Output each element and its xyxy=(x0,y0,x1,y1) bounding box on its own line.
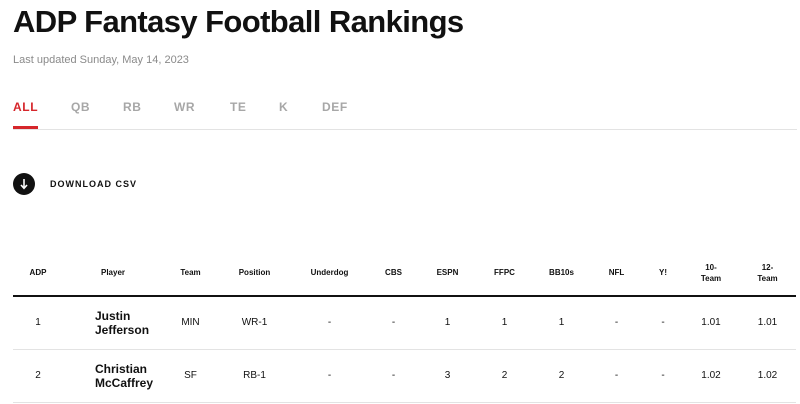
cell-12-team: 1.02 xyxy=(739,349,796,403)
cell-ffpc: 2 xyxy=(476,349,533,403)
cell-underdog: - xyxy=(291,349,368,403)
header-12-team-line2: Team xyxy=(757,273,778,283)
cell-nfl: - xyxy=(590,296,643,350)
download-csv-button[interactable]: DOWNLOAD CSV xyxy=(13,173,137,195)
header-underdog[interactable]: Underdog xyxy=(291,250,368,297)
cell-cbs: - xyxy=(368,349,419,403)
tab-qb[interactable]: QB xyxy=(71,100,91,114)
player-first-name: Justin xyxy=(95,308,131,323)
header-nfl[interactable]: NFL xyxy=(590,250,643,297)
tab-wr[interactable]: WR xyxy=(174,100,196,114)
cell-ffpc: 1 xyxy=(476,296,533,350)
header-bb10s[interactable]: BB10s xyxy=(533,250,590,297)
cell-yahoo: - xyxy=(643,349,683,403)
cell-position: WR-1 xyxy=(218,296,291,350)
tab-def[interactable]: DEF xyxy=(322,100,348,114)
page-title: ADP Fantasy Football Rankings xyxy=(13,4,464,39)
download-csv-label: DOWNLOAD CSV xyxy=(50,179,137,189)
header-adp[interactable]: ADP xyxy=(13,250,63,297)
tab-rb[interactable]: RB xyxy=(123,100,142,114)
header-cbs[interactable]: CBS xyxy=(368,250,419,297)
table-row: 2 Christian McCaffrey SF RB-1 - - 3 2 2 … xyxy=(13,349,796,403)
cell-cbs: - xyxy=(368,296,419,350)
tab-k[interactable]: K xyxy=(279,100,289,114)
cell-10-team: 1.01 xyxy=(683,296,739,350)
last-updated-text: Last updated Sunday, May 14, 2023 xyxy=(13,54,189,66)
cell-underdog: - xyxy=(291,296,368,350)
cell-yahoo: - xyxy=(643,296,683,350)
header-10-team-line2: Team xyxy=(700,273,722,283)
header-12-team-line1: 12- xyxy=(761,262,774,272)
cell-nfl: - xyxy=(590,349,643,403)
adp-rankings-table: ADP Player Team Position Underdog CBS ES… xyxy=(13,250,796,403)
header-espn[interactable]: ESPN xyxy=(419,250,476,297)
cell-player[interactable]: Christian McCaffrey xyxy=(63,349,163,403)
tab-te[interactable]: TE xyxy=(230,100,247,114)
header-team[interactable]: Team xyxy=(163,250,218,297)
cell-10-team: 1.02 xyxy=(683,349,739,403)
table-header-row: ADP Player Team Position Underdog CBS ES… xyxy=(13,250,796,297)
cell-12-team: 1.01 xyxy=(739,296,796,350)
player-first-name: Christian xyxy=(95,361,148,376)
header-position[interactable]: Position xyxy=(218,250,291,297)
position-tabs: ALL QB RB WR TE K DEF xyxy=(13,100,797,130)
cell-adp: 1 xyxy=(13,296,63,350)
player-last-name: Jefferson xyxy=(95,322,150,337)
arrow-down-icon xyxy=(13,173,35,195)
cell-team: MIN xyxy=(163,296,218,350)
header-10-team[interactable]: 10- Team xyxy=(683,250,739,297)
cell-espn: 3 xyxy=(419,349,476,403)
header-ffpc[interactable]: FFPC xyxy=(476,250,533,297)
player-last-name: McCaffrey xyxy=(95,375,154,390)
cell-espn: 1 xyxy=(419,296,476,350)
cell-adp: 2 xyxy=(13,349,63,403)
header-yahoo[interactable]: Y! xyxy=(643,250,683,297)
header-10-team-line1: 10- xyxy=(705,262,717,272)
table-row: 1 Justin Jefferson MIN WR-1 - - 1 1 1 - … xyxy=(13,296,796,350)
cell-bb10s: 2 xyxy=(533,349,590,403)
header-player[interactable]: Player xyxy=(63,250,163,297)
cell-player[interactable]: Justin Jefferson xyxy=(63,296,163,350)
cell-bb10s: 1 xyxy=(533,296,590,350)
cell-position: RB-1 xyxy=(218,349,291,403)
tab-all[interactable]: ALL xyxy=(13,100,39,130)
header-12-team[interactable]: 12- Team xyxy=(739,250,796,297)
cell-team: SF xyxy=(163,349,218,403)
